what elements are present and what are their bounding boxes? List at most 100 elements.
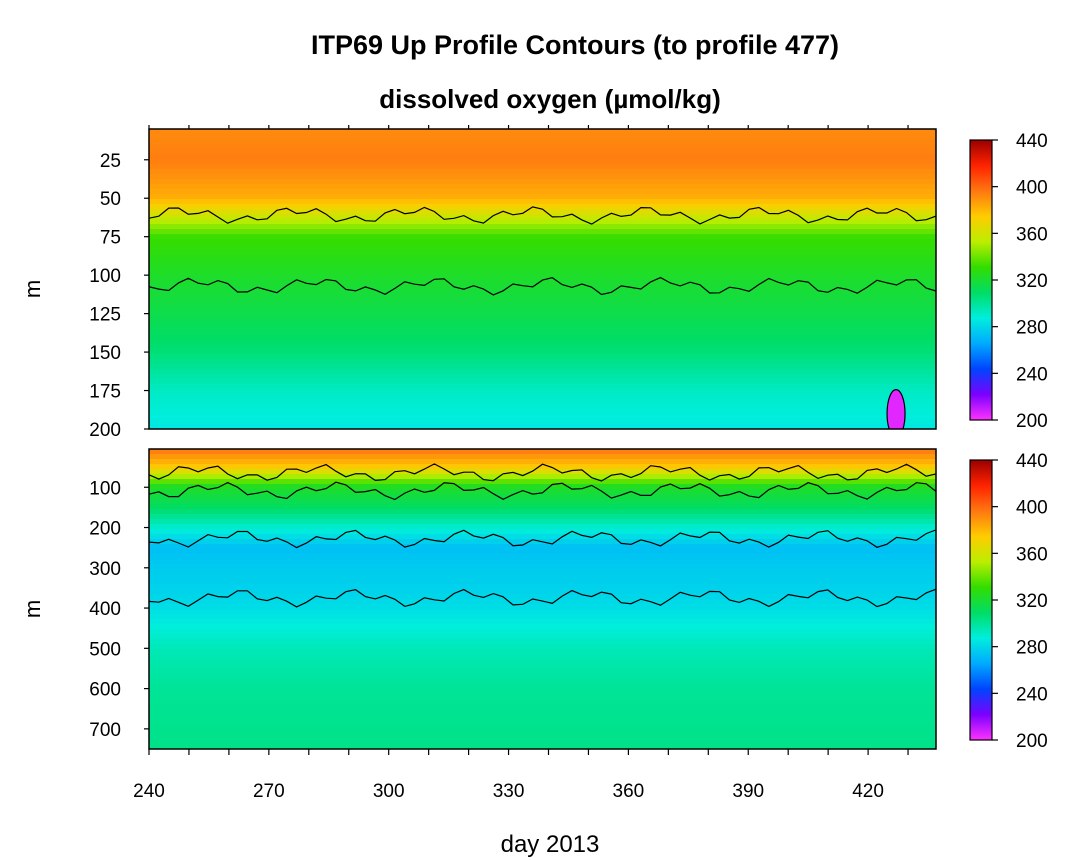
y-tick-label: 300 [89, 559, 121, 580]
heatmap-field [149, 129, 936, 429]
heatmap-band [149, 699, 936, 705]
heatmap-band [149, 609, 936, 615]
heatmap-band [149, 549, 936, 555]
heatmap-band [149, 194, 936, 200]
heatmap-band [149, 739, 936, 745]
heatmap-band [149, 489, 936, 495]
heatmap-band [149, 589, 936, 595]
heatmap-band [149, 459, 936, 465]
colorbar-tick-label: 440 [1016, 451, 1048, 472]
colorbar-tick-label: 400 [1016, 178, 1048, 199]
x-tick-label: 420 [852, 781, 884, 802]
heatmap-band [149, 684, 936, 690]
heatmap-band [149, 619, 936, 625]
heatmap-band [149, 464, 936, 470]
y-tick-label: 175 [89, 382, 121, 403]
heatmap-band [149, 449, 936, 455]
heatmap-band [149, 349, 936, 355]
heatmap-band [149, 624, 936, 630]
colorbar-tick-label: 360 [1016, 224, 1048, 245]
heatmap-band [149, 659, 936, 665]
heatmap-band [149, 209, 936, 215]
heatmap-band [149, 734, 936, 740]
colorbar-tick-label: 320 [1016, 271, 1048, 292]
heatmap-band [149, 264, 936, 270]
heatmap-band [149, 529, 936, 535]
heatmap-band [149, 309, 936, 315]
contour-line [149, 481, 936, 501]
heatmap-band [149, 689, 936, 695]
heatmap-band [149, 614, 936, 620]
heatmap-band [149, 504, 936, 510]
heatmap-band [149, 709, 936, 715]
contour-lines [149, 463, 936, 608]
heatmap-band [149, 579, 936, 585]
y-axis-label: m [20, 600, 45, 618]
heatmap-band [149, 714, 936, 720]
heatmap-band [149, 419, 936, 425]
heatmap-band [149, 184, 936, 190]
heatmap-band [149, 159, 936, 165]
heatmap-band [149, 694, 936, 700]
heatmap-band [149, 509, 936, 515]
colorbar [969, 459, 993, 741]
heatmap-band [149, 144, 936, 150]
heatmap-band [149, 664, 936, 670]
colorbar-tick-label: 440 [1016, 131, 1048, 152]
y-tick-label: 500 [89, 639, 121, 660]
heatmap-band [149, 274, 936, 280]
y-tick-label: 125 [89, 305, 121, 326]
heatmap-band [149, 319, 936, 325]
heatmap-band [149, 374, 936, 380]
heatmap-band [149, 169, 936, 175]
heatmap-band [149, 584, 936, 590]
heatmap-band [149, 164, 936, 170]
heatmap-band [149, 334, 936, 340]
heatmap-band [149, 524, 936, 530]
colorbar-tick-label: 360 [1016, 544, 1048, 565]
heatmap-band [149, 369, 936, 375]
heatmap-band [149, 324, 936, 330]
heatmap-band [149, 404, 936, 410]
contour-lines [149, 206, 936, 296]
heatmap-band [149, 394, 936, 400]
heatmap-band [149, 359, 936, 365]
heatmap-band [149, 384, 936, 390]
heatmap-band [149, 299, 936, 305]
heatmap-band [149, 269, 936, 275]
colorbar-tick-label: 280 [1016, 318, 1048, 339]
x-tick-label: 270 [253, 781, 285, 802]
lower-heatmap-panel [149, 449, 936, 749]
heatmap-band [149, 649, 936, 655]
heatmap-band [149, 654, 936, 660]
contour-line [149, 463, 936, 482]
heatmap-band [149, 514, 936, 520]
colorbar-tick-label: 240 [1016, 364, 1048, 385]
y-tick-label: 200 [89, 420, 121, 441]
contour-line [149, 588, 936, 608]
x-tick-label: 240 [133, 781, 165, 802]
heatmap-band [149, 234, 936, 240]
y-tick-label: 600 [89, 680, 121, 701]
colorbar-tick-label: 320 [1016, 591, 1048, 612]
heatmap-band [149, 484, 936, 490]
heatmap-band [149, 229, 936, 235]
heatmap-band [149, 499, 936, 505]
heatmap-band [149, 569, 936, 575]
heatmap-band [149, 239, 936, 245]
heatmap-band [149, 279, 936, 285]
y-tick-label: 200 [89, 519, 121, 540]
axes-layer: 25 50 75 100 125 150 175 200 m 200 240 280 320 360 400… [20, 125, 1048, 802]
heatmap-band [149, 134, 936, 140]
colorbar-tick-label: 400 [1016, 498, 1048, 519]
heatmap-band [149, 669, 936, 675]
heatmap-band [149, 469, 936, 475]
heatmap-band [149, 519, 936, 525]
heatmap-band [149, 644, 936, 650]
heatmap-band [149, 559, 936, 565]
y-tick-label: 75 [100, 228, 121, 249]
y-tick-label: 150 [89, 343, 121, 364]
heatmap-band [149, 139, 936, 145]
heatmap-band [149, 554, 936, 560]
heatmap-band [149, 154, 936, 160]
